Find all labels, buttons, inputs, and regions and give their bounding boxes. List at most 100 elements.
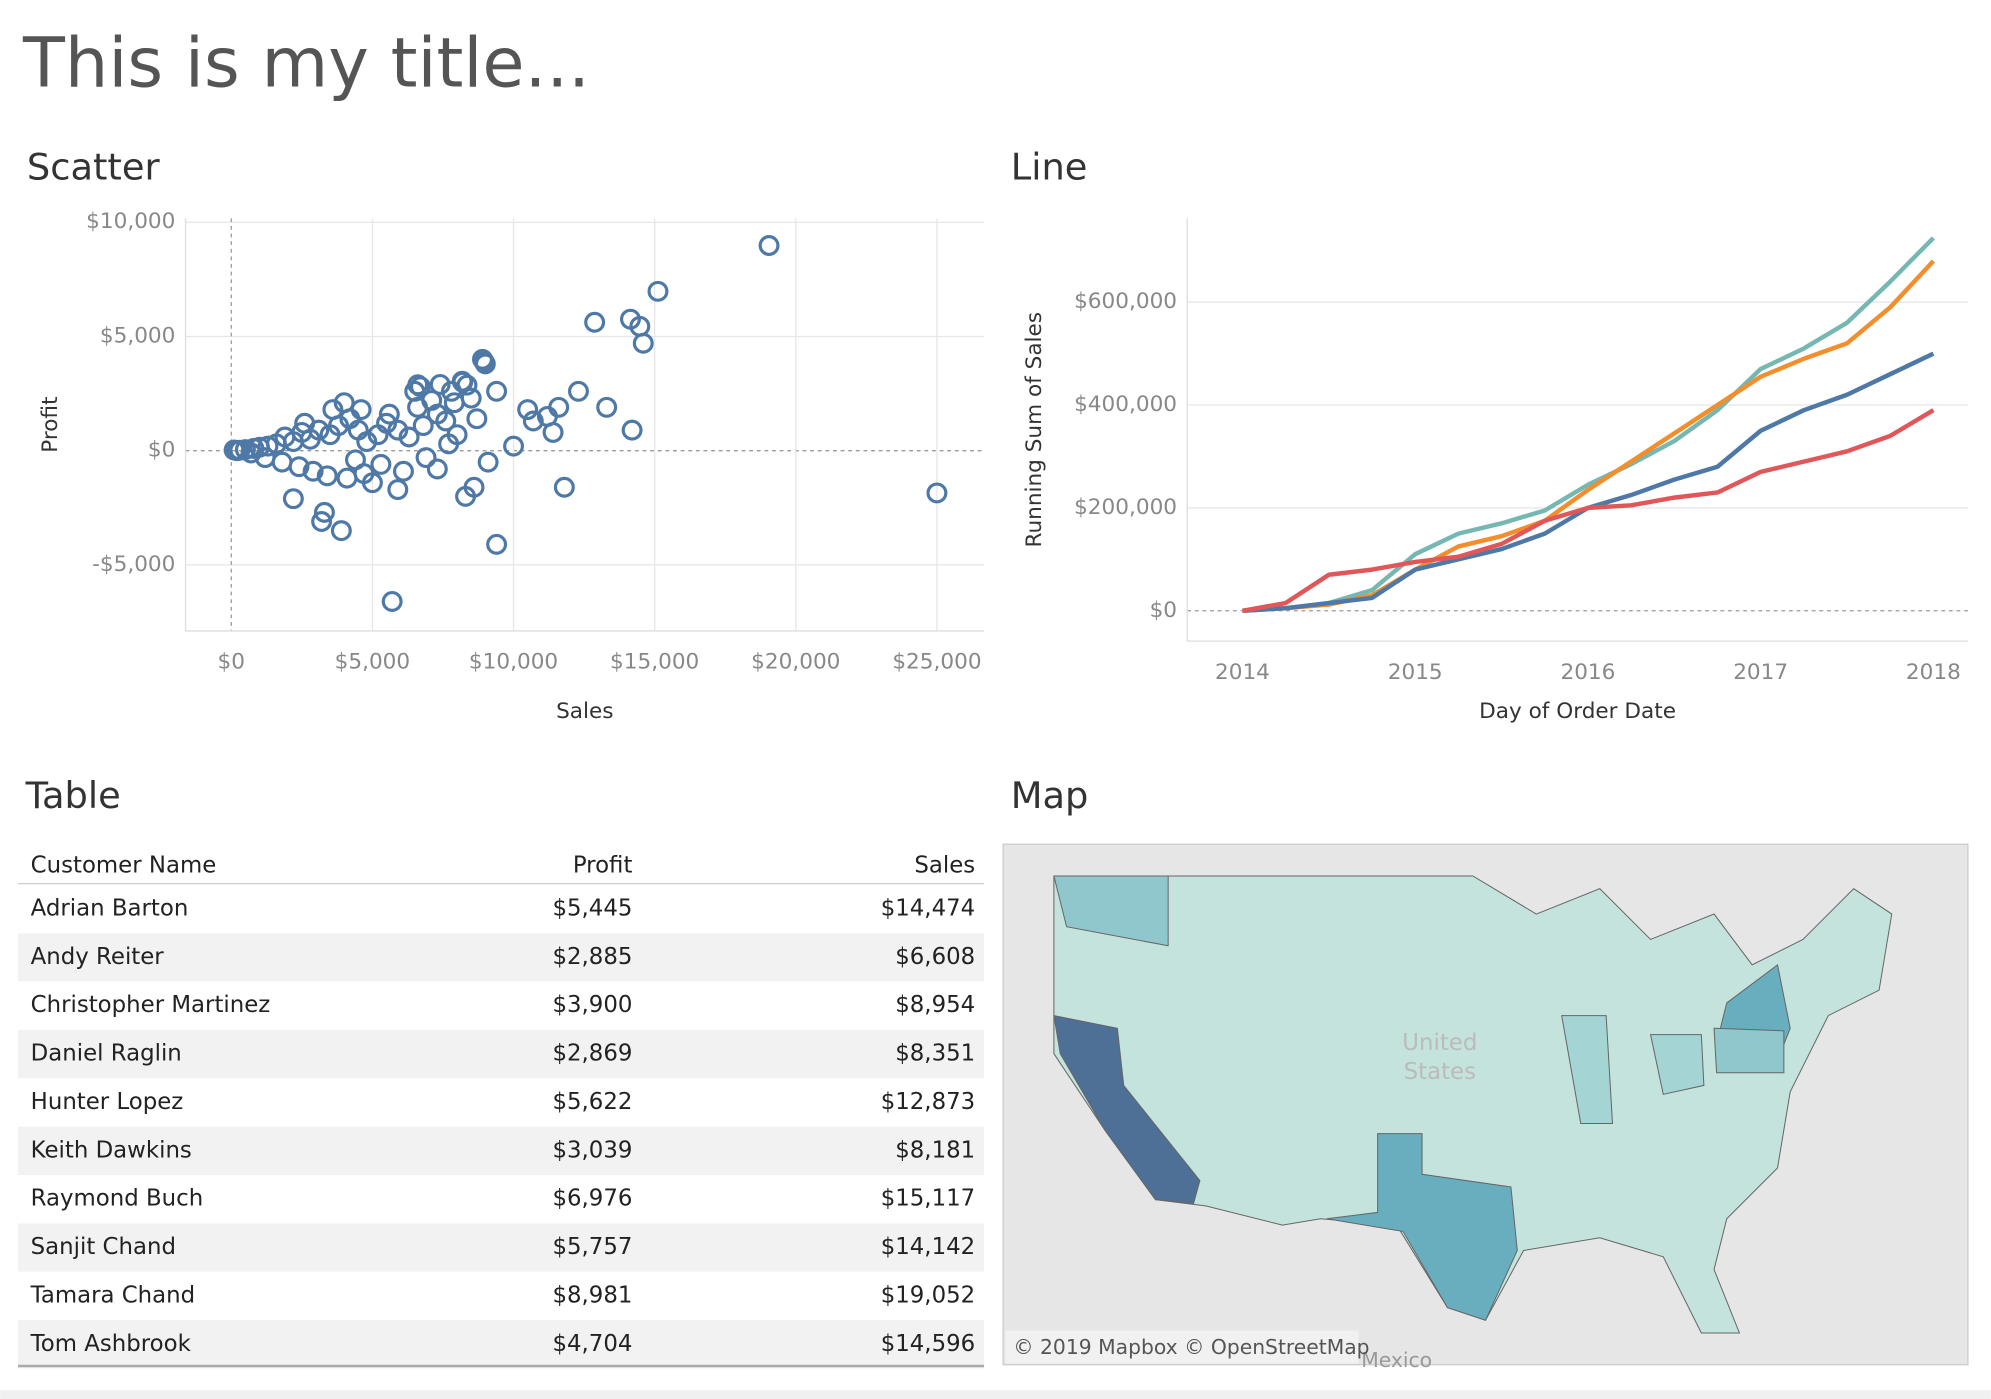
table-cell: Sanjit Chand — [31, 1234, 176, 1260]
table-cell: Christopher Martinez — [31, 992, 271, 1018]
table-cell: $14,596 — [881, 1331, 975, 1357]
panel-title: Scatter — [27, 145, 161, 188]
scatter-point — [271, 451, 293, 473]
scatter-point — [302, 460, 324, 482]
scatter-point — [463, 476, 485, 498]
table-cell: Keith Dawkins — [31, 1137, 192, 1163]
table-row-bg — [17, 1223, 985, 1272]
x-tick-label: 2016 — [1560, 660, 1615, 685]
scatter-point — [460, 387, 482, 409]
table-cell: $19,052 — [881, 1282, 975, 1308]
scatter-point — [322, 399, 344, 421]
table-header: Profit — [573, 852, 633, 878]
scatter-point — [378, 403, 400, 425]
table-cell: Raymond Buch — [31, 1186, 204, 1212]
scatter-point — [294, 412, 316, 434]
scatter-point — [542, 421, 564, 443]
scatter-point — [350, 399, 372, 421]
line-series — [1242, 408, 1935, 613]
table-cell: $5,445 — [552, 895, 632, 921]
y-tick-label: $400,000 — [1074, 392, 1177, 417]
map-state — [1053, 875, 1169, 947]
scatter-point — [426, 458, 448, 480]
page-title: This is my title... — [22, 23, 590, 103]
table-header: Customer Name — [31, 852, 217, 878]
x-tick-label: $20,000 — [751, 650, 840, 675]
scatter-point — [412, 415, 434, 437]
x-tick-label: $0 — [218, 650, 245, 675]
table-cell: $3,039 — [552, 1137, 632, 1163]
scatter-point — [553, 476, 575, 498]
x-tick-label: 2018 — [1906, 660, 1961, 685]
map-state — [1053, 1014, 1201, 1205]
map-attribution-bg — [1005, 1330, 1359, 1364]
map-label: Mexico — [1361, 1348, 1432, 1372]
scatter-point — [415, 447, 437, 469]
table-header: Sales — [914, 852, 975, 878]
map-state — [1713, 1027, 1785, 1074]
map-country — [1053, 875, 1893, 1334]
table-cell: $8,981 — [552, 1282, 632, 1308]
y-tick-label: $0 — [1150, 598, 1177, 623]
scatter-point — [443, 392, 465, 414]
scatter-point — [311, 511, 333, 532]
scatter-point — [407, 396, 429, 418]
scatter-point — [517, 399, 539, 421]
scatter-point — [429, 373, 451, 395]
scatter-point — [330, 520, 352, 542]
x-axis-title: Sales — [556, 699, 613, 724]
table-cell: $14,474 — [881, 895, 975, 921]
map-label: United — [1402, 1030, 1477, 1056]
table-cell: $2,869 — [552, 1041, 632, 1067]
scatter-point — [584, 311, 606, 333]
scatter-point — [486, 380, 508, 402]
x-tick-label: $10,000 — [469, 650, 558, 675]
scatter-point — [472, 348, 493, 370]
scatter-point — [619, 308, 641, 330]
scatter-point — [313, 501, 335, 523]
scatter-point — [567, 380, 589, 402]
table-cell: $14,142 — [881, 1234, 975, 1260]
y-axis-title: Profit — [38, 397, 63, 453]
map-state — [1326, 1133, 1518, 1321]
scatter-point — [387, 419, 409, 441]
scatter-point — [361, 472, 383, 494]
scatter-point — [240, 442, 262, 464]
y-tick-label: $10,000 — [86, 209, 175, 234]
scatter-point — [387, 479, 409, 501]
scatter-point — [333, 392, 355, 414]
table-cell: Daniel Raglin — [31, 1041, 182, 1067]
x-tick-label: 2014 — [1215, 660, 1270, 685]
scatter-point — [398, 426, 420, 448]
scatter-point — [632, 332, 654, 354]
table-cell: $8,954 — [895, 992, 975, 1018]
scatter-point — [477, 451, 499, 473]
table-cell: $2,885 — [552, 944, 632, 970]
scatter-point — [596, 396, 618, 418]
panel-title: Line — [1011, 145, 1088, 188]
table-cell: Tamara Chand — [30, 1282, 195, 1308]
table-cell: Adrian Barton — [31, 895, 189, 921]
scatter-point — [522, 410, 544, 432]
line-series — [1242, 236, 1935, 613]
x-tick-label: $5,000 — [335, 650, 411, 675]
table-cell: Tom Ashbrook — [30, 1331, 192, 1357]
scatter-point — [409, 376, 431, 398]
x-tick-label: 2017 — [1733, 660, 1788, 685]
scatter-point — [367, 424, 389, 446]
scatter-point — [758, 235, 780, 256]
y-tick-label: $5,000 — [100, 323, 176, 348]
x-tick-label: 2015 — [1388, 660, 1443, 685]
scatter-point — [486, 533, 508, 555]
scatter-point — [282, 488, 304, 510]
map-label: States — [1404, 1059, 1476, 1085]
table-cell: $5,757 — [552, 1234, 632, 1260]
table-cell: $6,976 — [552, 1186, 632, 1212]
scatter-point — [319, 424, 341, 446]
scatter-point — [288, 456, 310, 478]
scatter-point — [466, 408, 488, 430]
table-row-bg — [17, 1126, 985, 1175]
scatter-point — [647, 280, 669, 302]
y-axis-title: Running Sum of Sales — [1022, 312, 1047, 548]
scatter-point — [370, 453, 392, 475]
